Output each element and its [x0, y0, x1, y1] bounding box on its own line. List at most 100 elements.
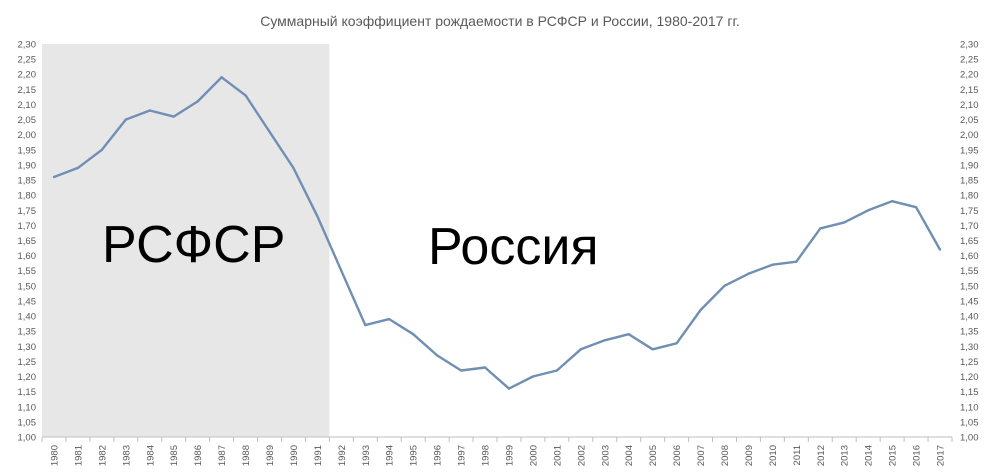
- y-tick-label-right: 1,80: [960, 191, 979, 202]
- y-tick-label-left: 1,40: [18, 312, 37, 323]
- y-tick-label-right: 1,30: [960, 342, 979, 353]
- data-point: [76, 166, 80, 170]
- y-tick-label-left: 1,35: [18, 327, 37, 338]
- y-tick-label-right: 1,95: [960, 145, 979, 156]
- data-point: [340, 269, 343, 272]
- data-point: [579, 348, 583, 351]
- y-tick-label-left: 1,80: [18, 191, 37, 202]
- y-tick-label-left: 1,55: [18, 266, 37, 277]
- data-point: [795, 260, 798, 263]
- x-tick-label: 2011: [792, 445, 803, 465]
- data-point: [651, 348, 654, 351]
- x-tick-label: 1982: [97, 445, 108, 466]
- y-axis-right: 1,00 1,05 1,10 1,15 1,20 1,25 1,30 1,35 1,40 1,45…: [960, 40, 979, 444]
- data-point: [914, 206, 918, 209]
- y-tick-label-right: 2,10: [960, 100, 979, 111]
- x-tick-label: 1998: [481, 445, 492, 466]
- y-tick-label-left: 2,20: [18, 70, 37, 81]
- data-point: [555, 369, 559, 372]
- y-tick-label-left: 2,15: [18, 85, 37, 96]
- data-point: [890, 200, 894, 203]
- data-point: [507, 387, 511, 390]
- x-tick-label: 1984: [145, 445, 156, 466]
- data-point: [531, 375, 535, 378]
- x-tick-label: 1992: [337, 445, 348, 466]
- data-point: [723, 284, 726, 288]
- data-point: [483, 366, 487, 369]
- x-tick-label: 1983: [121, 445, 132, 466]
- data-point: [938, 248, 942, 251]
- x-tick-label: 2002: [576, 445, 587, 466]
- y-tick-label-right: 1,60: [960, 251, 979, 262]
- x-tick-label: 2000: [528, 445, 539, 466]
- data-point: [316, 215, 319, 218]
- y-tick-label-right: 2,20: [960, 70, 979, 81]
- y-tick-label-right: 2,30: [960, 40, 979, 51]
- x-axis: 1980 1981 1982 1983 1984 1985 1986 1987 1988 1989…: [41, 436, 953, 466]
- y-tick-label-right: 2,05: [960, 115, 979, 126]
- y-tick-label-left: 1,10: [18, 402, 37, 413]
- x-tick-label: 1996: [433, 445, 444, 466]
- y-tick-label-right: 2,25: [960, 55, 979, 66]
- x-tick-label: 1993: [361, 445, 372, 466]
- x-tick-label: 2003: [600, 445, 611, 466]
- y-tick-label-left: 2,10: [18, 100, 37, 111]
- y-tick-label-left: 2,05: [18, 115, 37, 126]
- y-tick-label-left: 1,90: [18, 160, 37, 171]
- y-tick-label-left: 1,05: [18, 417, 37, 428]
- y-tick-label-right: 1,75: [960, 206, 979, 217]
- x-tick-label: 2009: [744, 445, 755, 466]
- x-tick-label: 2015: [888, 445, 899, 466]
- data-point: [292, 166, 295, 170]
- chart-title: Суммарный коэффициент рождаемости в РСФС…: [260, 13, 740, 29]
- y-tick-label-left: 1,60: [18, 251, 37, 262]
- x-tick-label: 1980: [49, 445, 60, 466]
- x-tick-label: 1999: [504, 445, 515, 466]
- y-tick-label-right: 1,20: [960, 372, 979, 383]
- x-tick-label: 1990: [289, 445, 300, 466]
- data-point: [364, 323, 367, 327]
- x-tick-label: 1989: [265, 445, 276, 466]
- data-point: [675, 342, 678, 345]
- y-tick-label-left: 1,50: [18, 281, 37, 292]
- data-point: [819, 227, 822, 230]
- data-point: [771, 263, 774, 266]
- y-tick-label-right: 1,85: [960, 176, 979, 187]
- data-point: [866, 209, 870, 212]
- data-point: [244, 94, 247, 97]
- data-point: [459, 369, 463, 372]
- data-point: [52, 175, 56, 179]
- y-tick-label-right: 2,00: [960, 130, 979, 141]
- x-tick-label: 2016: [912, 445, 923, 466]
- y-tick-label-left: 1,15: [18, 387, 37, 398]
- x-tick-label: 2017: [936, 445, 947, 466]
- x-tick-label: 2001: [552, 445, 563, 466]
- y-tick-label-right: 1,65: [960, 236, 979, 247]
- data-point: [124, 118, 128, 121]
- y-tick-label-right: 1,00: [960, 433, 979, 444]
- data-point: [699, 308, 702, 312]
- y-tick-label-right: 2,15: [960, 85, 979, 96]
- series-line: [53, 76, 942, 390]
- region-label-rsfsr: РСФСР: [102, 216, 285, 274]
- data-point: [100, 148, 104, 152]
- data-point: [627, 333, 630, 336]
- data-point: [411, 333, 415, 336]
- y-tick-label-left: 2,30: [18, 40, 37, 51]
- y-tick-label-left: 2,25: [18, 55, 37, 66]
- x-tick-label: 1991: [313, 445, 324, 466]
- x-tick-label: 1987: [217, 445, 228, 466]
- x-tick-label: 1988: [241, 445, 252, 466]
- y-tick-label-right: 1,50: [960, 281, 979, 292]
- data-point: [196, 100, 199, 103]
- data-point: [388, 317, 391, 321]
- y-axis-left: 1,00 1,05 1,10 1,15 1,20 1,25 1,30 1,35 1,40 1,45…: [18, 40, 37, 444]
- x-tick-label: 1986: [193, 445, 204, 466]
- x-tick-label: 2012: [816, 445, 827, 466]
- data-point: [220, 76, 223, 79]
- x-tick-label: 1995: [409, 445, 420, 466]
- y-tick-label-right: 1,05: [960, 417, 979, 428]
- data-point: [172, 115, 175, 118]
- y-tick-label-left: 1,25: [18, 357, 37, 368]
- y-tick-label-right: 1,55: [960, 266, 979, 277]
